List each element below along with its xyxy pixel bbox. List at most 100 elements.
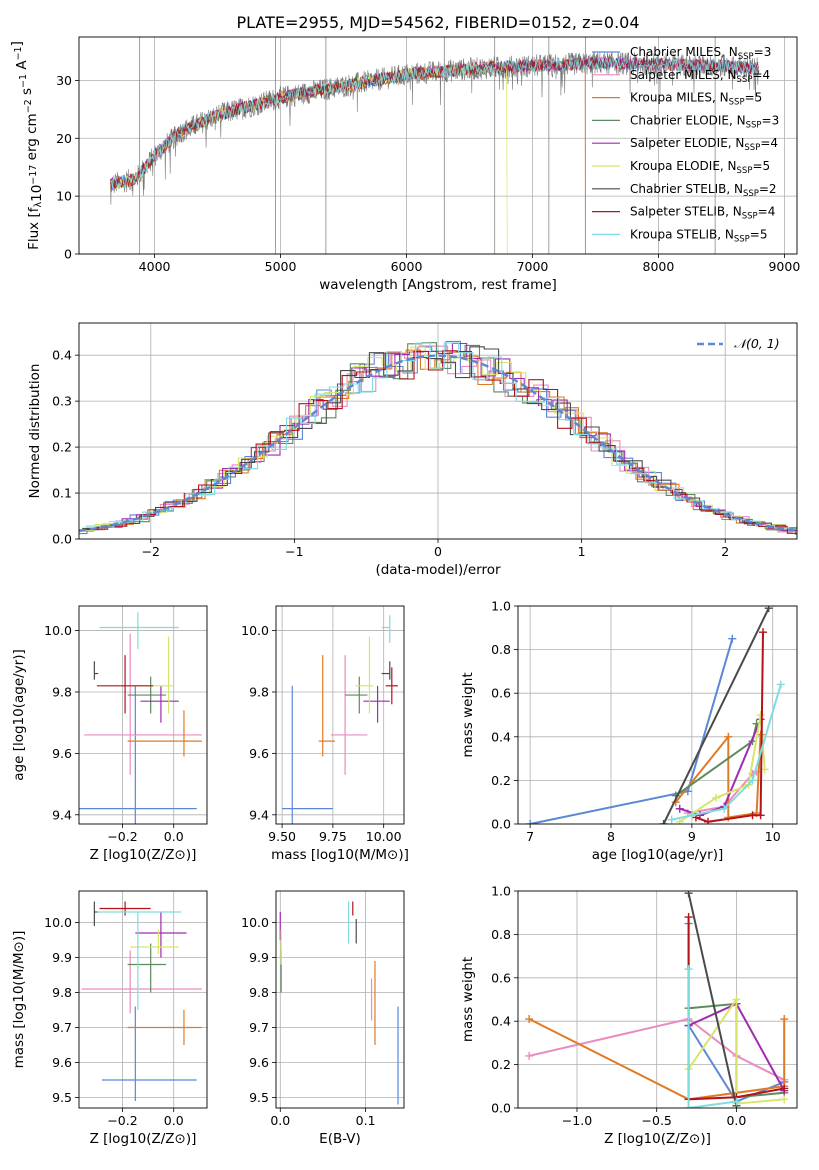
- y-tick-label: 0.4: [491, 1014, 511, 1029]
- y-tick-label: 9.6: [52, 1055, 72, 1070]
- y-axis-label: mass [log10(M/M⊙)]: [11, 931, 27, 1069]
- weight-z-panel: −1.0 −0.5 0.0 0.0 0.2 0.4 0.6 0.8 1.0 Z [log10(Z/…: [460, 884, 798, 1147]
- weight-marker: [684, 965, 693, 974]
- x-axis-label: Z [log10(Z/Z⊙)]: [604, 1131, 711, 1147]
- weight-age-plot-area: [526, 606, 785, 824]
- weight-marker: [667, 815, 676, 824]
- weight-marker: [780, 1084, 789, 1093]
- axes-frame: [517, 890, 798, 1109]
- y-axis-label-part: λ: [33, 202, 44, 208]
- y-tick-label: 10: [56, 189, 72, 204]
- y-tick-label: 9.9: [249, 950, 269, 965]
- x-tick-label: −0.2: [107, 829, 137, 844]
- weight-marker: [675, 804, 684, 813]
- x-tick-label: 10: [765, 829, 781, 844]
- y-tick-label: 9.9: [52, 950, 72, 965]
- x-axis-label: (data-model)/error: [375, 562, 501, 578]
- weight-line: [687, 996, 785, 1105]
- y-tick-label: 10.0: [44, 623, 72, 638]
- histogram-chabrier-miles: [79, 340, 797, 535]
- weight-line: [687, 892, 738, 1107]
- weight-marker: [525, 1015, 534, 1024]
- weight-marker: [780, 1095, 789, 1104]
- y-tick-label: 9.8: [249, 684, 269, 699]
- spectrum-plot-area: [110, 37, 760, 254]
- y-axis-label-part: −1: [13, 46, 24, 60]
- legend-label-count: =3: [754, 45, 772, 59]
- x-tick-label: 7000: [517, 259, 549, 274]
- legend-label-count: =2: [759, 182, 777, 196]
- y-tick-label: 1.0: [491, 599, 511, 614]
- weight-marker: [526, 820, 535, 824]
- y-axis-label-part: 10: [29, 185, 45, 202]
- legend-label-count: =3: [762, 113, 780, 127]
- legend-label-subscript: SSP: [744, 143, 760, 153]
- mass-z-plot-area: [81, 901, 202, 1101]
- x-tick-label: −0.2: [107, 1113, 137, 1128]
- weight-age-panel: 7 8 9 10 0.0 0.2 0.4 0.6 0.8 1.0 age [log10(age/yr…: [460, 599, 798, 863]
- weight-marker: [759, 628, 768, 637]
- x-tick-label: 9.50: [268, 829, 296, 844]
- age-mass-plot-area: [282, 615, 398, 824]
- weight-line: [662, 607, 770, 824]
- x-tick-label: −1: [285, 544, 303, 559]
- residuals-plot-area: [79, 340, 797, 535]
- y-tick-label: 0.3: [52, 394, 72, 409]
- weight-marker: [659, 820, 668, 824]
- legend-label-count: =4: [758, 205, 776, 219]
- y-tick-label: 9.8: [249, 985, 269, 1000]
- weight-marker: [684, 891, 693, 898]
- axes-frame: [517, 605, 798, 825]
- legend-label-count: =5: [750, 227, 768, 241]
- histogram-salpeter-elodie: [79, 342, 797, 532]
- y-tick-label: 9.6: [249, 1055, 269, 1070]
- x-tick-label: 9: [688, 829, 696, 844]
- weight-marker: [732, 995, 741, 1004]
- legend-label: Salpeter MILES, NSSP=4: [630, 68, 770, 85]
- legend-label: Chabrier MILES, NSSP=3: [630, 45, 771, 62]
- legend-label-subscript: SSP: [734, 234, 750, 244]
- y-axis-label: mass weight: [460, 957, 476, 1042]
- legend-label-subscript: SSP: [737, 75, 753, 85]
- legend-label-subscript: SSP: [746, 120, 762, 130]
- weight-marker: [675, 817, 684, 824]
- x-axis-label: mass [log10(M/M⊙)]: [271, 847, 409, 863]
- y-tick-label: 0.8: [491, 642, 511, 657]
- weight-marker: [756, 811, 765, 820]
- legend-label-subscript: SSP: [743, 189, 759, 199]
- mass-ebv-plot-area: [279, 901, 399, 1105]
- x-axis-label: E(B-V): [319, 1131, 361, 1147]
- legend-label-subscript: SSP: [737, 166, 753, 176]
- weight-line: [687, 969, 737, 1108]
- spectrum-legend: Chabrier MILES, NSSP=3 Salpeter MILES, NS…: [592, 45, 779, 244]
- spectrum-panel: 4000 5000 6000 7000 8000 9000 0 10 20 30 wavelengt…: [9, 36, 800, 293]
- x-tick-label: 6000: [391, 259, 423, 274]
- y-tick-label: 9.6: [249, 746, 269, 761]
- age-z-plot-area: [79, 612, 202, 824]
- x-tick-label: 0.0: [270, 1113, 290, 1128]
- weight-marker: [764, 606, 773, 613]
- y-axis-label-part: −2: [23, 99, 34, 113]
- x-tick-label: 0.1: [356, 1113, 376, 1128]
- y-tick-label: 0.4: [491, 729, 511, 744]
- legend-label-count: =5: [752, 159, 770, 173]
- y-tick-label: 0.6: [491, 970, 511, 985]
- y-tick-label: 0.6: [491, 686, 511, 701]
- legend-label: 𝒩(0, 1): [734, 336, 780, 351]
- x-axis-label: Z [log10(Z/Z⊙)]: [90, 847, 197, 863]
- legend-label: Chabrier STELIB, NSSP=2: [630, 182, 777, 199]
- y-tick-label: 9.4: [52, 807, 72, 822]
- y-axis-label: mass weight: [460, 672, 476, 757]
- weight-marker: [748, 811, 757, 820]
- y-tick-label: 0.8: [491, 927, 511, 942]
- weight-marker: [728, 634, 737, 643]
- y-axis-label-part: ]: [9, 41, 25, 46]
- x-tick-label: 0.0: [726, 1113, 746, 1128]
- x-tick-label: −0.5: [642, 1113, 672, 1128]
- y-axis-label-part: −1: [18, 74, 29, 88]
- axes-frame: [78, 36, 798, 255]
- x-tick-label: 0.0: [164, 829, 184, 844]
- legend-label: Kroupa MILES, NSSP=5: [630, 91, 762, 108]
- y-tick-label: 0.4: [52, 348, 72, 363]
- y-tick-label: 0.2: [491, 773, 511, 788]
